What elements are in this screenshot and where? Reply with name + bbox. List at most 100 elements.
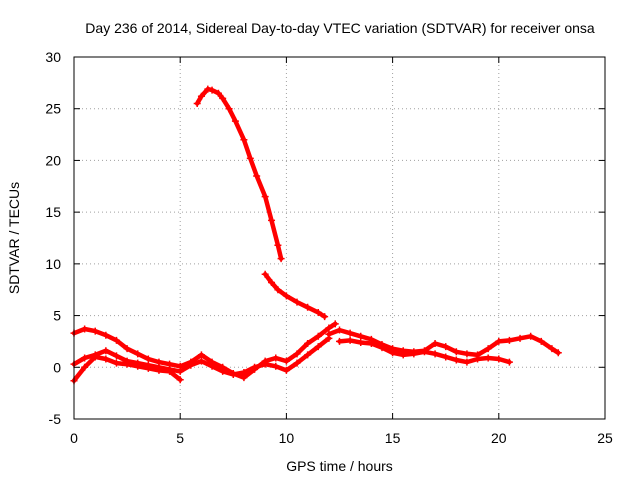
data-point [293, 359, 301, 367]
data-point [304, 303, 312, 311]
data-point [452, 356, 460, 364]
y-tick-label: 30 [45, 49, 61, 65]
data-point [484, 345, 492, 353]
data-point [240, 136, 248, 144]
data-point [420, 348, 428, 356]
data-point [240, 368, 248, 376]
data-point [505, 358, 513, 366]
data-point [277, 255, 285, 263]
data-point [321, 313, 329, 321]
data-point [357, 332, 365, 340]
data-point [527, 332, 535, 340]
data-point [272, 362, 280, 370]
data-point [274, 241, 282, 249]
data-point [91, 327, 99, 335]
data-point [325, 324, 333, 332]
data-point [272, 354, 280, 362]
data-point [325, 330, 333, 338]
data-point [431, 339, 439, 347]
data-point [495, 337, 503, 345]
data-point [554, 349, 562, 357]
plot-frame [73, 56, 606, 420]
data-point [463, 358, 471, 366]
data-point [442, 343, 450, 351]
data-point [155, 366, 163, 374]
data-point [293, 350, 301, 358]
data-point [102, 355, 110, 363]
data-point [346, 336, 354, 344]
data-point [282, 292, 290, 300]
data-point [123, 345, 131, 353]
data-point [176, 376, 184, 384]
data-point [452, 348, 460, 356]
data-series [70, 85, 562, 385]
data-point [484, 354, 492, 362]
data-point [431, 350, 439, 358]
data-point [399, 351, 407, 359]
x-axis-label: GPS time / hours [286, 458, 393, 474]
grid [74, 57, 605, 419]
data-point [81, 325, 89, 333]
data-point [314, 343, 322, 351]
series-trace-d [194, 86, 284, 261]
data-point [261, 193, 269, 201]
data-point [282, 366, 290, 374]
data-point [229, 371, 237, 379]
data-point [231, 117, 239, 125]
data-point [112, 352, 120, 360]
data-point [176, 367, 184, 375]
data-point [144, 355, 152, 363]
data-point [463, 350, 471, 358]
data-point [204, 85, 212, 93]
y-tick-label: 5 [53, 308, 61, 324]
data-point [81, 354, 89, 362]
chart-title: Day 236 of 2014, Sidereal Day-to-day VTE… [85, 20, 595, 36]
data-point [246, 154, 254, 162]
data-point [304, 339, 312, 347]
data-point [548, 345, 556, 353]
data-point [253, 172, 261, 180]
data-point [293, 298, 301, 306]
data-point [144, 364, 152, 372]
data-point [268, 278, 276, 286]
data-point [208, 362, 216, 370]
x-tick-label: 0 [70, 430, 78, 446]
data-point [537, 337, 545, 345]
data-point [102, 331, 110, 339]
data-point [112, 359, 120, 367]
data-point [314, 332, 322, 340]
y-tick-label: 20 [45, 152, 61, 168]
data-point [219, 367, 227, 375]
data-point [336, 337, 343, 345]
data-point [474, 355, 482, 363]
data-point [331, 320, 339, 328]
data-point [166, 367, 174, 375]
data-point [197, 357, 205, 365]
data-point [134, 362, 142, 370]
data-point [274, 286, 282, 294]
series-trace-a [71, 321, 338, 380]
data-point [442, 353, 450, 361]
data-point [102, 347, 110, 355]
y-tick-label: 25 [45, 101, 61, 117]
data-point [261, 270, 269, 278]
data-point [187, 361, 195, 369]
data-point [516, 334, 524, 342]
data-point [193, 100, 201, 108]
data-point [378, 344, 386, 352]
data-point [410, 350, 418, 358]
data-point [251, 363, 259, 371]
data-point [336, 326, 343, 334]
data-point [208, 86, 216, 94]
x-tick-label: 25 [597, 430, 613, 446]
data-point [219, 94, 227, 102]
data-point [367, 339, 375, 347]
y-axis-label: SDTVAR / TECUs [6, 182, 22, 294]
x-tick-label: 20 [491, 430, 507, 446]
data-point [197, 92, 205, 100]
y-tick-label: 0 [53, 359, 61, 375]
y-tick-label: 15 [45, 204, 61, 220]
y-tick-label: -5 [49, 411, 62, 427]
data-point [112, 336, 120, 344]
